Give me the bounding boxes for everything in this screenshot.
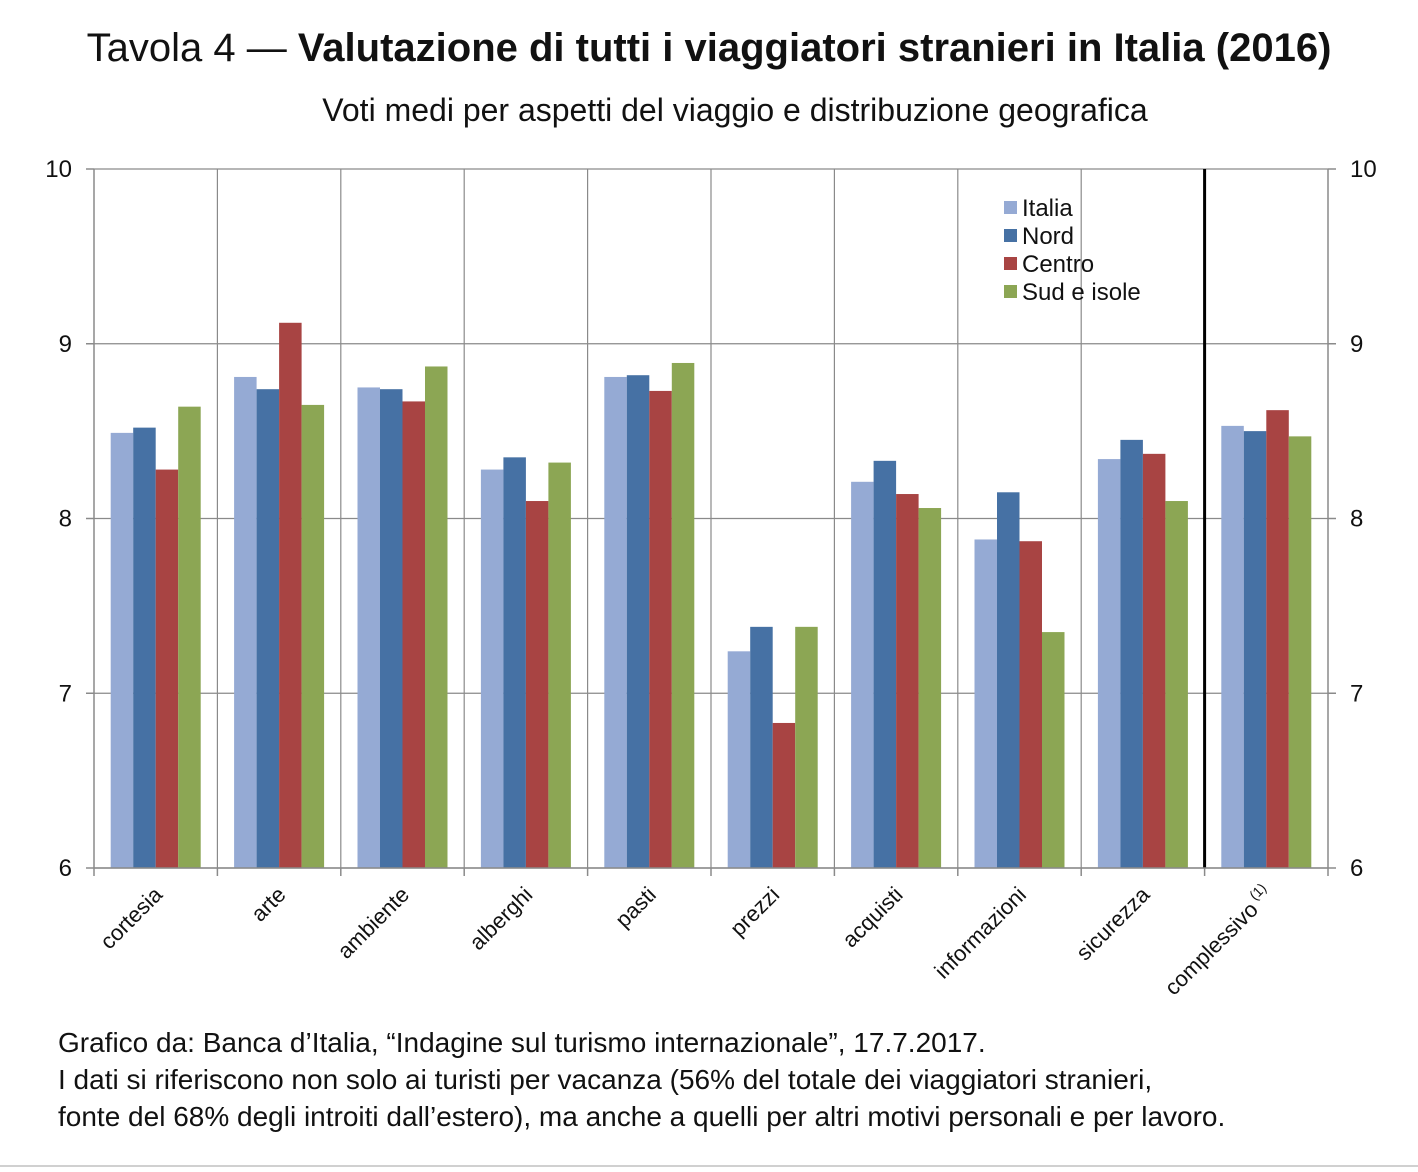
chart-subtitle: Voti medi per aspetti del viaggio e dist…: [322, 92, 1148, 128]
x-tick-label-text: complessivo: [1160, 897, 1263, 1000]
x-tick-label-complessivo: complessivo(1): [1158, 880, 1278, 1000]
source-line-3: fonte del 68% degli introiti dall’estero…: [58, 1101, 1226, 1132]
bar-chart: 6 6 7 7 8 8 9 9 10 10 cortesia arte ambiente alberghi…: [45, 156, 1377, 1000]
bar-arte-nord: [256, 389, 280, 868]
bar-sicurezza-nord: [1120, 439, 1143, 868]
bar-prezzi-centro: [772, 722, 796, 868]
bar-ambiente-italia: [357, 387, 380, 868]
x-tick-label-acquisti: acquisti: [837, 882, 907, 952]
axes: [86, 168, 1336, 876]
bar-acquisti-centro: [896, 494, 919, 868]
y-tick-label-right-8: 8: [1350, 506, 1363, 533]
bar-pasti-nord: [626, 375, 650, 868]
bar-informazioni-nord: [997, 492, 1020, 868]
source-line-2: I dati si riferiscono non solo ai turist…: [58, 1064, 1153, 1095]
y-tick-label-left-8: 8: [59, 506, 72, 533]
bar-pasti-centro: [649, 390, 672, 868]
bar-acquisti-italia: [851, 481, 874, 868]
bar-pasti-sud-e-isole: [671, 362, 695, 868]
source-note: Grafico da: Banca d’Italia, “Indagine su…: [58, 1024, 1225, 1135]
x-tick-label-pasti: pasti: [610, 882, 661, 933]
bar-alberghi-centro: [525, 501, 549, 868]
title-main: Valutazione di tutti i viaggiatori stran…: [297, 26, 1332, 70]
y-tick-label-left-7: 7: [59, 680, 72, 707]
y-tick-label-left-6: 6: [59, 855, 72, 882]
bar-sicurezza-sud-e-isole: [1165, 501, 1188, 868]
source-line-1: Grafico da: Banca d’Italia, “Indagine su…: [58, 1027, 986, 1058]
bar-pasti-italia: [604, 376, 627, 868]
bar-arte-italia: [234, 376, 257, 868]
superscript-note: (1): [1246, 880, 1269, 903]
bar-cortesia-italia: [110, 432, 134, 868]
chart-title: Tavola 4 — Valutazione di tutti i viaggi…: [0, 26, 1418, 71]
bar-acquisti-sud-e-isole: [918, 508, 942, 868]
title-prefix: Tavola 4 —: [86, 26, 298, 70]
y-tick-label-right-10: 10: [1350, 156, 1377, 183]
bar-sicurezza-centro: [1142, 453, 1166, 868]
bar-complessivo-sud-e-isole: [1288, 436, 1312, 868]
bar-prezzi-italia: [727, 651, 751, 868]
bar-ambiente-nord: [380, 389, 403, 868]
bar-informazioni-centro: [1019, 541, 1042, 868]
bar-alberghi-italia: [480, 469, 504, 868]
x-tick-label-sicurezza: sicurezza: [1071, 881, 1155, 965]
x-tick-label-ambiente: ambiente: [332, 882, 414, 964]
y-tick-label-right-6: 6: [1350, 855, 1363, 882]
x-tick-label-arte: arte: [246, 882, 290, 926]
legend-swatch-sud-e-isole: [1004, 285, 1017, 298]
legend-swatch-italia: [1004, 201, 1017, 214]
bar-prezzi-sud-e-isole: [795, 626, 818, 868]
legend-label-sud-e-isole: Sud e isole: [1022, 279, 1141, 306]
bar-ambiente-sud-e-isole: [425, 366, 448, 868]
legend-label-italia: Italia: [1022, 195, 1073, 222]
y-tick-label-right-7: 7: [1350, 680, 1363, 707]
legend-label-centro: Centro: [1022, 251, 1094, 278]
legend-swatch-centro: [1004, 257, 1017, 270]
bar-acquisti-nord: [873, 460, 897, 868]
x-tick-label-informazioni: informazioni: [929, 882, 1031, 984]
bar-informazioni-italia: [974, 539, 997, 868]
bar-informazioni-sud-e-isole: [1042, 632, 1065, 868]
bar-complessivo-italia: [1221, 425, 1244, 868]
bar-complessivo-centro: [1266, 410, 1289, 868]
bottom-border: [0, 1165, 1418, 1167]
x-tick-label-cortesia: cortesia: [95, 881, 168, 954]
bar-sicurezza-italia: [1097, 459, 1121, 868]
y-tick-label-left-9: 9: [59, 331, 72, 358]
bar-prezzi-nord: [750, 626, 773, 868]
bar-alberghi-sud-e-isole: [548, 462, 571, 868]
bar-alberghi-nord: [503, 457, 526, 868]
bar-cortesia-sud-e-isole: [178, 406, 201, 868]
x-tick-label-alberghi: alberghi: [464, 882, 537, 955]
legend-swatch-nord: [1004, 229, 1017, 242]
bar-complessivo-nord: [1243, 431, 1267, 868]
bar-cortesia-centro: [155, 469, 179, 868]
bars: [110, 322, 1312, 868]
bar-cortesia-nord: [133, 427, 156, 868]
bar-arte-centro: [279, 322, 302, 868]
bar-ambiente-centro: [402, 401, 425, 868]
y-tick-label-right-9: 9: [1350, 331, 1363, 358]
bar-arte-sud-e-isole: [301, 404, 325, 868]
x-tick-label-prezzi: prezzi: [725, 882, 784, 941]
y-tick-label-left-10: 10: [45, 156, 72, 183]
legend-label-nord: Nord: [1022, 223, 1074, 250]
